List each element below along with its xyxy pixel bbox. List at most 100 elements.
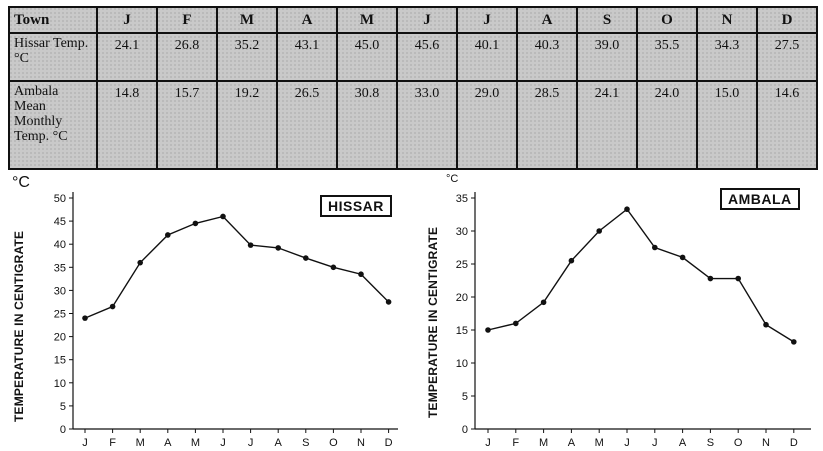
town-cell: Hissar Temp.°C — [8, 32, 98, 82]
y-tick-label: 0 — [60, 424, 66, 436]
ambala-chart: °C TEMPERATURE IN CENTIGRATE AMBALA 0 5 10… — [413, 170, 823, 451]
data-point — [485, 327, 491, 333]
x-tick-label: J — [82, 437, 88, 449]
data-point — [540, 299, 547, 306]
data-point — [358, 271, 364, 278]
column-header: J — [96, 6, 158, 34]
column-header: O — [636, 6, 698, 34]
y-tick-label: 25 — [54, 309, 66, 321]
x-tick-label: N — [762, 437, 770, 449]
data-point — [707, 275, 714, 282]
temperature-table: Town J F M A M J J A S O N D Hissar Temp… — [8, 6, 818, 170]
y-tick-label: 5 — [462, 391, 468, 403]
table-row: Hissar Temp.°C 24.1 26.8 35.2 43.1 45.0 … — [8, 32, 818, 82]
column-header: J — [456, 6, 518, 34]
table-cell: 34.3 — [696, 32, 758, 82]
data-point — [192, 220, 199, 227]
table-cell: 35.2 — [216, 32, 278, 82]
x-tick-label: M — [539, 437, 548, 449]
data-point — [82, 315, 88, 321]
table-cell: 15.7 — [156, 80, 218, 170]
x-tick-label: J — [248, 437, 254, 449]
y-tick-label: 15 — [456, 325, 468, 337]
column-header: N — [696, 6, 758, 34]
chart-title: HISSAR — [320, 195, 392, 217]
table-cell: 27.5 — [756, 32, 818, 82]
data-point — [330, 264, 337, 271]
x-tick-label: M — [191, 437, 200, 449]
data-point — [791, 339, 797, 345]
table-cell: 40.3 — [516, 32, 578, 82]
x-tick-label: S — [707, 437, 714, 449]
x-tick-label: A — [679, 437, 687, 449]
x-tick-label: A — [164, 437, 172, 449]
data-point — [137, 259, 143, 266]
data-point — [763, 321, 769, 328]
y-tick-label: 30 — [456, 226, 468, 238]
data-point — [220, 213, 226, 220]
table-cell: 28.5 — [516, 80, 578, 170]
data-point — [652, 244, 658, 251]
y-tick-label: 40 — [54, 239, 66, 251]
data-point — [596, 228, 602, 234]
y-tick-label: 20 — [456, 292, 468, 304]
table-cell: 24.1 — [576, 80, 638, 170]
y-unit-label: °C — [446, 173, 459, 185]
x-tick-label: F — [512, 437, 519, 449]
table-cell: 26.5 — [276, 80, 338, 170]
series-line — [84, 215, 390, 319]
x-tick-label: S — [302, 437, 309, 449]
hissar-plot: 0 5 10 15 20 25 30 35 40 45 50 J F M A M J J A S O N D — [54, 192, 398, 449]
data-point — [735, 275, 741, 282]
data-point — [385, 299, 392, 305]
y-tick-label: 45 — [54, 216, 66, 228]
x-tick-label: J — [652, 437, 658, 449]
x-tick-label: D — [385, 437, 393, 449]
x-tick-label: O — [329, 437, 338, 449]
table-cell: 30.8 — [336, 80, 398, 170]
data-point — [247, 242, 254, 248]
y-tick-label: 50 — [54, 193, 66, 205]
ambala-plot: 0 5 10 15 20 25 30 35 J F M A M J J A S O N D — [456, 192, 811, 449]
table-cell: 39.0 — [576, 32, 638, 82]
table-cell: 15.0 — [696, 80, 758, 170]
table-header-row: Town J F M A M J J A S O N D — [8, 6, 818, 34]
table-cell: 45.6 — [396, 32, 458, 82]
data-point — [303, 255, 309, 261]
table-cell: 26.8 — [156, 32, 218, 82]
y-tick-label: 10 — [54, 378, 66, 390]
y-tick-label: 0 — [462, 424, 468, 436]
table-cell: 14.6 — [756, 80, 818, 170]
column-header: S — [576, 6, 638, 34]
x-tick-label: M — [595, 437, 604, 449]
table-cell: 29.0 — [456, 80, 518, 170]
table-cell: 35.5 — [636, 32, 698, 82]
x-tick-label: M — [136, 437, 145, 449]
column-header: F — [156, 6, 218, 34]
data-point — [679, 254, 686, 261]
y-tick-label: 35 — [456, 193, 468, 205]
y-tick-label: 35 — [54, 262, 66, 274]
x-tick-label: D — [790, 437, 798, 449]
data-point — [624, 206, 630, 213]
x-tick-label: A — [275, 437, 283, 449]
y-tick-label: 10 — [456, 358, 468, 370]
column-header: A — [276, 6, 338, 34]
x-tick-label: J — [624, 437, 630, 449]
y-tick-label: 25 — [456, 259, 468, 271]
table-cell: 24.1 — [96, 32, 158, 82]
x-tick-label: J — [485, 437, 491, 449]
data-point — [109, 303, 116, 310]
hissar-chart: °C TEMPERATURE IN CENTIGRATE HISSAR 0 5 10… — [0, 170, 410, 451]
x-tick-label: J — [220, 437, 226, 449]
series-line — [487, 208, 795, 343]
table-cell: 45.0 — [336, 32, 398, 82]
column-header: M — [216, 6, 278, 34]
chart-title: AMBALA — [720, 188, 800, 210]
table-cell: 33.0 — [396, 80, 458, 170]
y-unit-label: °C — [12, 174, 30, 191]
data-point — [165, 232, 171, 238]
table-row: Ambala Mean Monthly Temp. °C 14.8 15.7 1… — [8, 80, 818, 170]
data-point — [513, 320, 519, 327]
x-tick-label: N — [357, 437, 365, 449]
